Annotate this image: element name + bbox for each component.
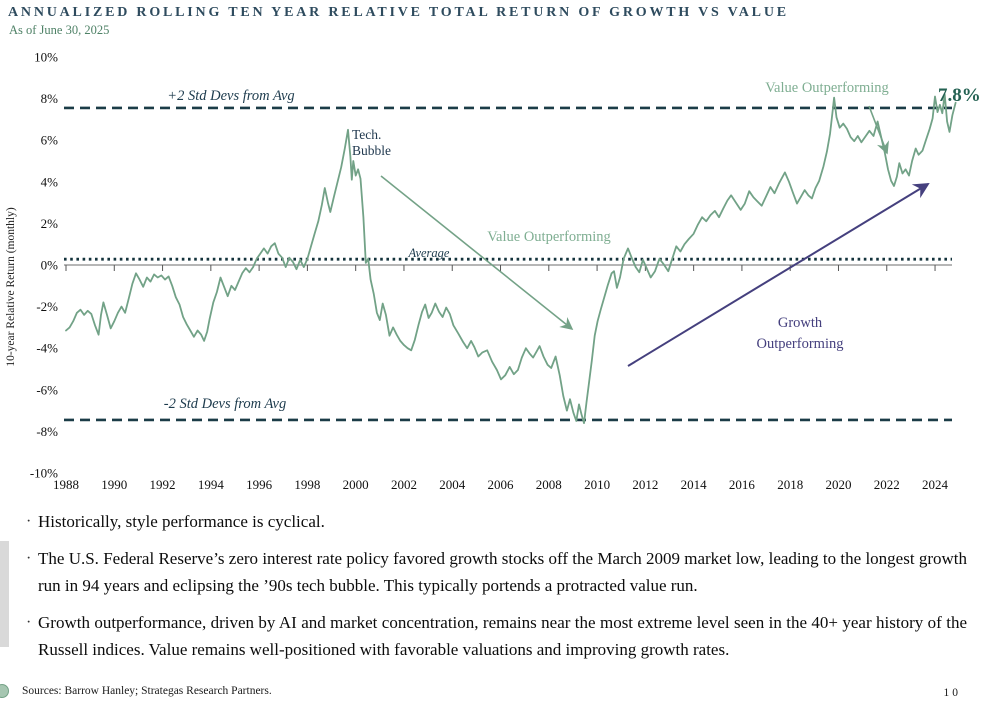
list-item: · The U.S. Federal Reserve’s zero intere… [26,545,967,599]
list-item: · Historically, style performance is cyc… [26,508,967,535]
bullet-text: Growth outperformance, driven by AI and … [38,613,967,659]
value-outperforming-mid-label: Value Outperforming [487,229,611,245]
bullet-text: Historically, style performance is cycli… [38,512,325,531]
average-label: Average [408,246,450,260]
commentary-bullets: · Historically, style performance is cyc… [26,508,967,673]
x-tick-label: 2014 [681,477,708,492]
growth-outperforming-label: Growth Outperforming [757,315,844,352]
y-tick-label: 10% [34,50,58,65]
x-tick-label: 1998 [294,477,320,492]
y-tick-label: -10% [30,466,58,481]
page-title: ANNUALIZED ROLLING TEN YEAR RELATIVE TOT… [8,5,789,20]
left-accent-strip [0,541,9,647]
y-tick-label: 8% [41,91,59,106]
y-tick-label: 2% [41,216,59,231]
x-tick-label: 2018 [777,477,803,492]
final-value-label: 7.8% [938,85,981,106]
x-tick-label: 2000 [343,477,369,492]
x-tick-label: 2022 [874,477,900,492]
x-tick-label: 2024 [922,477,949,492]
bullet-icon: · [26,550,32,567]
y-tick-label: -8% [36,424,58,439]
x-tick-label: 2008 [536,477,562,492]
page-number: 10 [943,687,961,699]
y-tick-label: -2% [36,299,58,314]
minus-std-dev-label: -2 Std Devs from Avg [164,396,286,412]
x-tick-label: 2012 [632,477,658,492]
growth-outperforming-arrow [627,182,930,367]
value-outperforming-top-label: Value Outperforming [765,80,889,96]
y-axis-title: 10-year Relative Return (monthly) [5,207,17,367]
list-item: · Growth outperformance, driven by AI an… [26,609,967,663]
y-tick-label: -6% [36,382,58,397]
x-tick-label: 1988 [53,477,79,492]
y-tick-label: 6% [41,133,59,148]
x-tick-label: 1990 [101,477,127,492]
tech-bubble-label: Tech. Bubble [352,127,391,158]
x-tick-label: 2006 [488,477,515,492]
green-dot-decoration [0,684,9,698]
plus-std-dev-label: +2 Std Devs from Avg [167,88,294,104]
bullet-text: The U.S. Federal Reserve’s zero interest… [38,549,967,595]
x-tick-label: 1992 [150,477,176,492]
relative-return-chart: 1988 1990 1992 1994 1996 1998 2000 2002 2004 2006… [5,50,981,493]
relative-return-line [65,93,957,424]
x-tick-label: 2002 [391,477,417,492]
x-tick-label: 2020 [825,477,851,492]
x-tick-label: 2004 [439,477,466,492]
x-tick-label: 2016 [729,477,756,492]
sources-note: Sources: Barrow Hanley; Strategas Resear… [22,685,272,697]
y-tick-label: -4% [36,341,58,356]
as-of-date: As of June 30, 2025 [9,23,110,37]
value-outperforming-arrow-2 [868,105,889,155]
value-outperforming-arrow-1 [380,175,574,331]
x-tick-label: 2010 [584,477,610,492]
bullet-icon: · [26,513,32,530]
bullet-icon: · [26,614,32,631]
y-tick-label: 4% [41,174,59,189]
x-tick-label: 1996 [246,477,273,492]
y-tick-label: 0% [41,258,59,273]
x-tick-label: 1994 [198,477,225,492]
